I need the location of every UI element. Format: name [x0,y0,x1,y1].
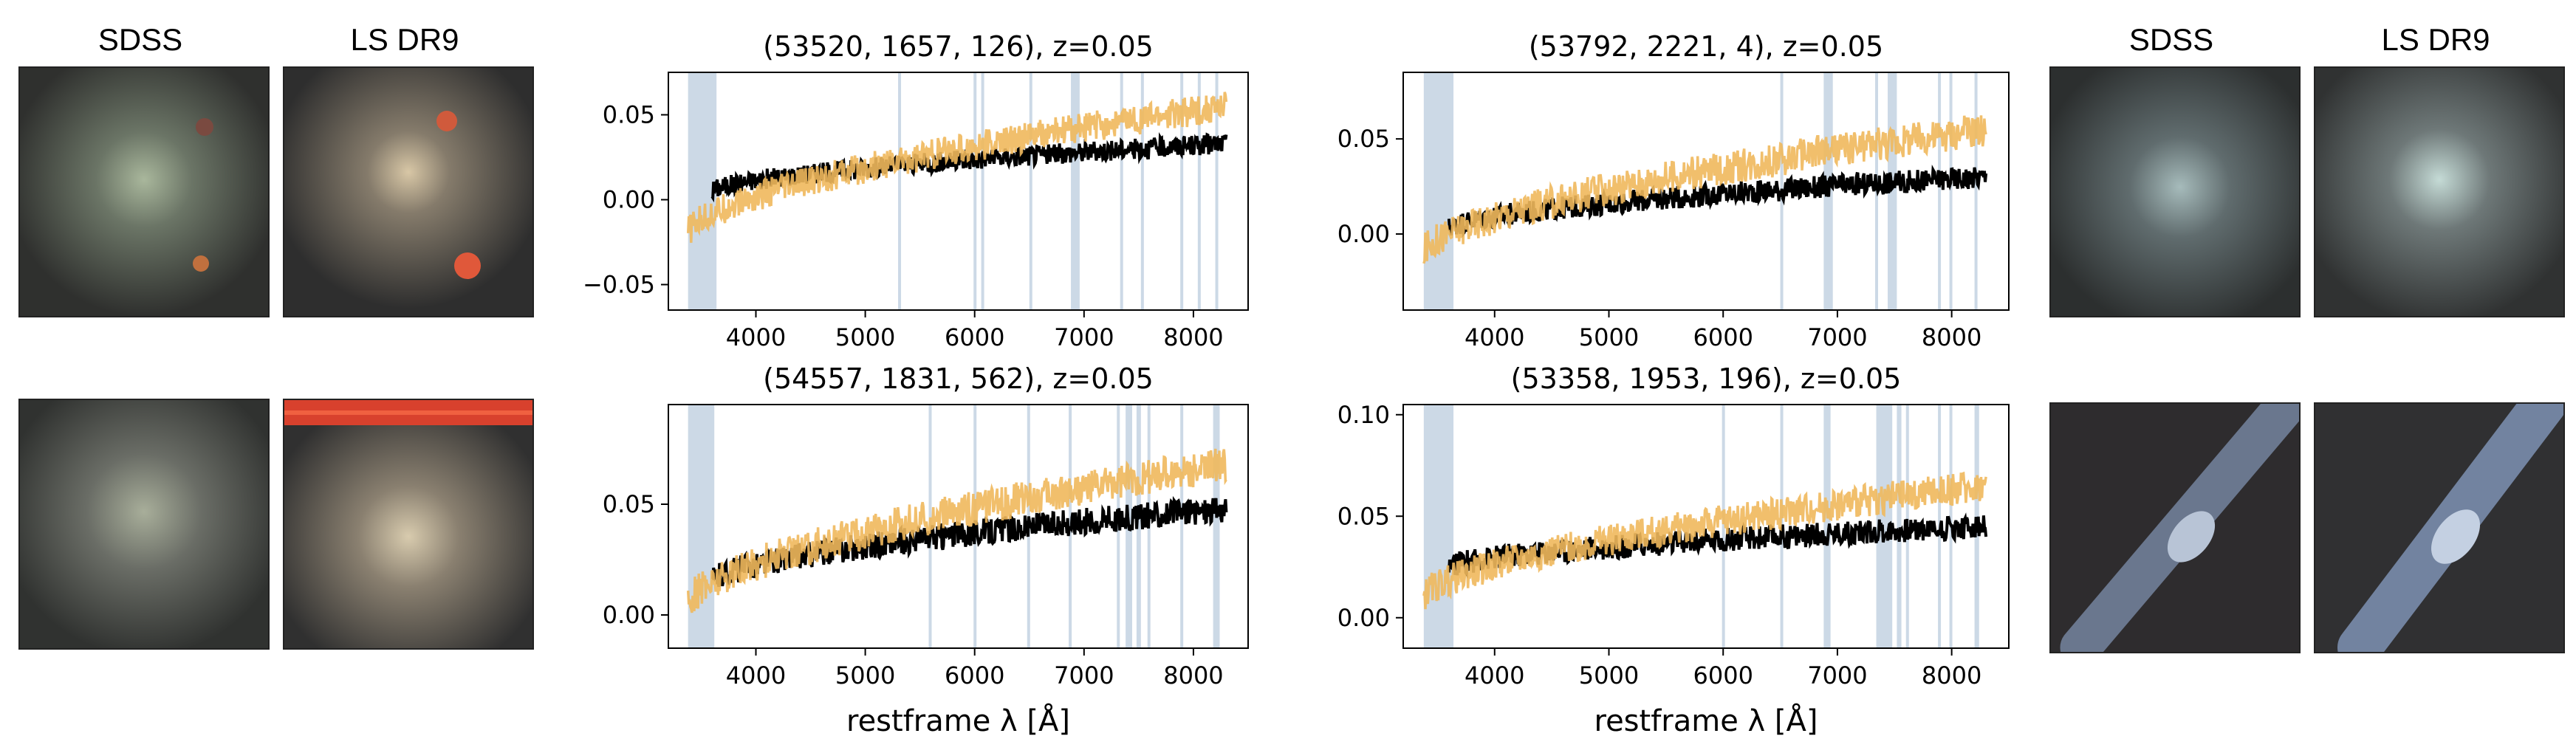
x-tick-label: 6000 [1693,661,1753,690]
sdss-image-galaxy-3 [2049,66,2301,317]
y-tick-label: 0.00 [1337,604,1390,632]
y-tick-label: 0.05 [1337,502,1390,530]
masked-region [1215,72,1219,310]
masked-region [1423,72,1454,310]
y-tick-label: 0.10 [1337,401,1390,429]
x-tick-label: 5000 [835,661,895,690]
masked-region [1722,405,1725,648]
masked-region [1897,405,1902,648]
y-tick-label: 0.05 [603,490,655,518]
x-tick-label: 5000 [1579,323,1639,351]
masked-region [1876,405,1893,648]
chart-title: (53792, 2221, 4), z=0.05 [1529,30,1883,63]
spectrum-chart-3: (54557, 1831, 562), z=0.05 4000 5000 6000 70… [603,362,1249,738]
masked-region [1029,72,1032,310]
masked-region [1949,72,1953,310]
y-tick-label: −0.05 [583,271,655,299]
ls-image-galaxy-4 [2314,402,2565,653]
masked-region [1423,405,1454,648]
axes-frame [1402,72,2010,311]
x-tick-label: 4000 [1465,661,1524,690]
x-tick-label: 6000 [945,323,1004,351]
axes-frame [668,72,1249,311]
plot-area [1422,405,1988,648]
x-tick-label: 8000 [1922,323,1981,351]
chart-title: (53358, 1953, 196), z=0.05 [1511,362,1902,395]
series-line-orange [686,92,1228,243]
series-line-black [1447,164,1988,238]
masked-region [1938,72,1942,310]
x-tick-label: 4000 [1465,323,1524,351]
plot-area [686,72,1228,310]
x-tick-label: 5000 [1579,661,1639,690]
x-tick-label: 6000 [1693,323,1753,351]
chart-title: (53520, 1657, 126), z=0.05 [763,30,1154,63]
masked-region [1180,72,1184,310]
spectrum-chart-4: (53358, 1953, 196), z=0.05 4000 5000 6000 70… [1337,362,2010,738]
left-sdss-label: SDSS [97,22,183,57]
plot-area [686,405,1228,648]
masked-region [1974,72,1978,310]
right-ls-label: LS DR9 [2381,22,2490,57]
y-tick-label: 0.00 [1337,220,1390,248]
masked-region [1120,72,1123,310]
masked-region [1140,72,1144,310]
series-line-orange [1422,115,1987,264]
masked-region [981,72,984,310]
x-tick-label: 8000 [1163,661,1223,690]
masked-region [1180,405,1184,648]
x-tick-label: 8000 [1922,661,1981,690]
masked-region [973,72,977,310]
left-ls-label: LS DR9 [350,22,459,57]
x-tick-label: 7000 [1807,323,1867,351]
y-tick-label: 0.00 [603,601,655,629]
masked-region [898,72,902,310]
plot-area [1422,72,1988,310]
masked-region [1071,72,1080,310]
sdss-image-galaxy-1 [18,66,270,317]
axes-frame [1402,404,2010,649]
x-tick-label: 4000 [726,323,786,351]
sdss-image-galaxy-4 [2049,402,2301,653]
axes-frame [668,404,1249,649]
x-tick-label: 6000 [945,661,1004,690]
chart-title: (54557, 1831, 562), z=0.05 [763,362,1154,395]
x-tick-label: 4000 [726,661,786,690]
sdss-image-galaxy-2 [18,399,270,650]
y-tick-label: 0.05 [1337,125,1390,153]
x-tick-label: 7000 [1054,323,1114,351]
x-tick-label: 7000 [1807,661,1867,690]
masked-region [1136,405,1141,648]
y-tick-label: 0.05 [603,101,655,129]
ls-image-galaxy-1 [283,66,534,317]
spectrum-chart-1: (53520, 1657, 126), z=0.05 4000 5000 6000 70… [583,30,1249,351]
series-line-orange [686,448,1227,613]
ls-image-galaxy-3 [2314,66,2565,317]
series-line-orange [1422,471,1987,610]
x-axis-label: restframe λ [Å] [1594,703,1818,738]
x-tick-label: 5000 [835,323,895,351]
y-tick-label: 0.00 [603,186,655,214]
right-sdss-label: SDSS [2128,22,2214,57]
spectrum-chart-2: (53792, 2221, 4), z=0.05 4000 5000 6000 7000… [1337,30,2010,351]
x-tick-label: 8000 [1163,323,1223,351]
masked-region [1823,405,1831,648]
x-axis-label: restframe λ [Å] [846,703,1070,738]
masked-region [1197,72,1201,310]
x-tick-label: 7000 [1054,661,1114,690]
ls-image-galaxy-2 [283,399,534,650]
masked-region [1213,405,1220,648]
